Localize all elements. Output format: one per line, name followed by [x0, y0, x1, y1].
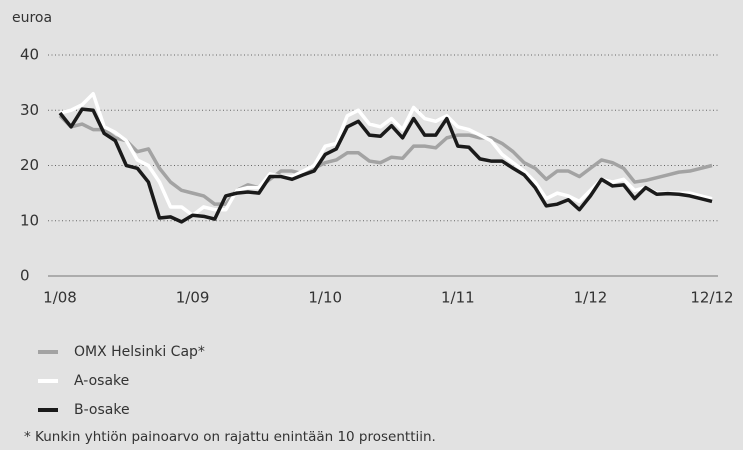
- series-line: [58, 114, 713, 206]
- y-tick-label: 0: [20, 267, 30, 285]
- x-tick-label: 1/12: [574, 289, 608, 307]
- x-tick-label: 1/10: [308, 289, 342, 307]
- y-tick-label: 40: [20, 46, 39, 64]
- y-tick-label: 20: [20, 156, 39, 174]
- footnote: * Kunkin yhtiön painoarvo on rajattu eni…: [24, 429, 436, 445]
- legend-label: A-osake: [74, 373, 129, 389]
- x-tick-label: 1/09: [176, 289, 210, 307]
- series-line: [59, 91, 713, 217]
- y-tick-label: 30: [20, 101, 39, 119]
- x-tick-label: 12/12: [690, 289, 733, 307]
- series-line: [58, 107, 713, 224]
- x-tick-label: 1/11: [441, 289, 475, 307]
- legend-label: B-osake: [74, 402, 130, 418]
- y-axis-label: euroa: [12, 10, 52, 26]
- x-tick-label: 1/08: [43, 289, 77, 307]
- legend-label: OMX Helsinki Cap*: [74, 344, 205, 360]
- y-tick-label: 10: [20, 211, 39, 229]
